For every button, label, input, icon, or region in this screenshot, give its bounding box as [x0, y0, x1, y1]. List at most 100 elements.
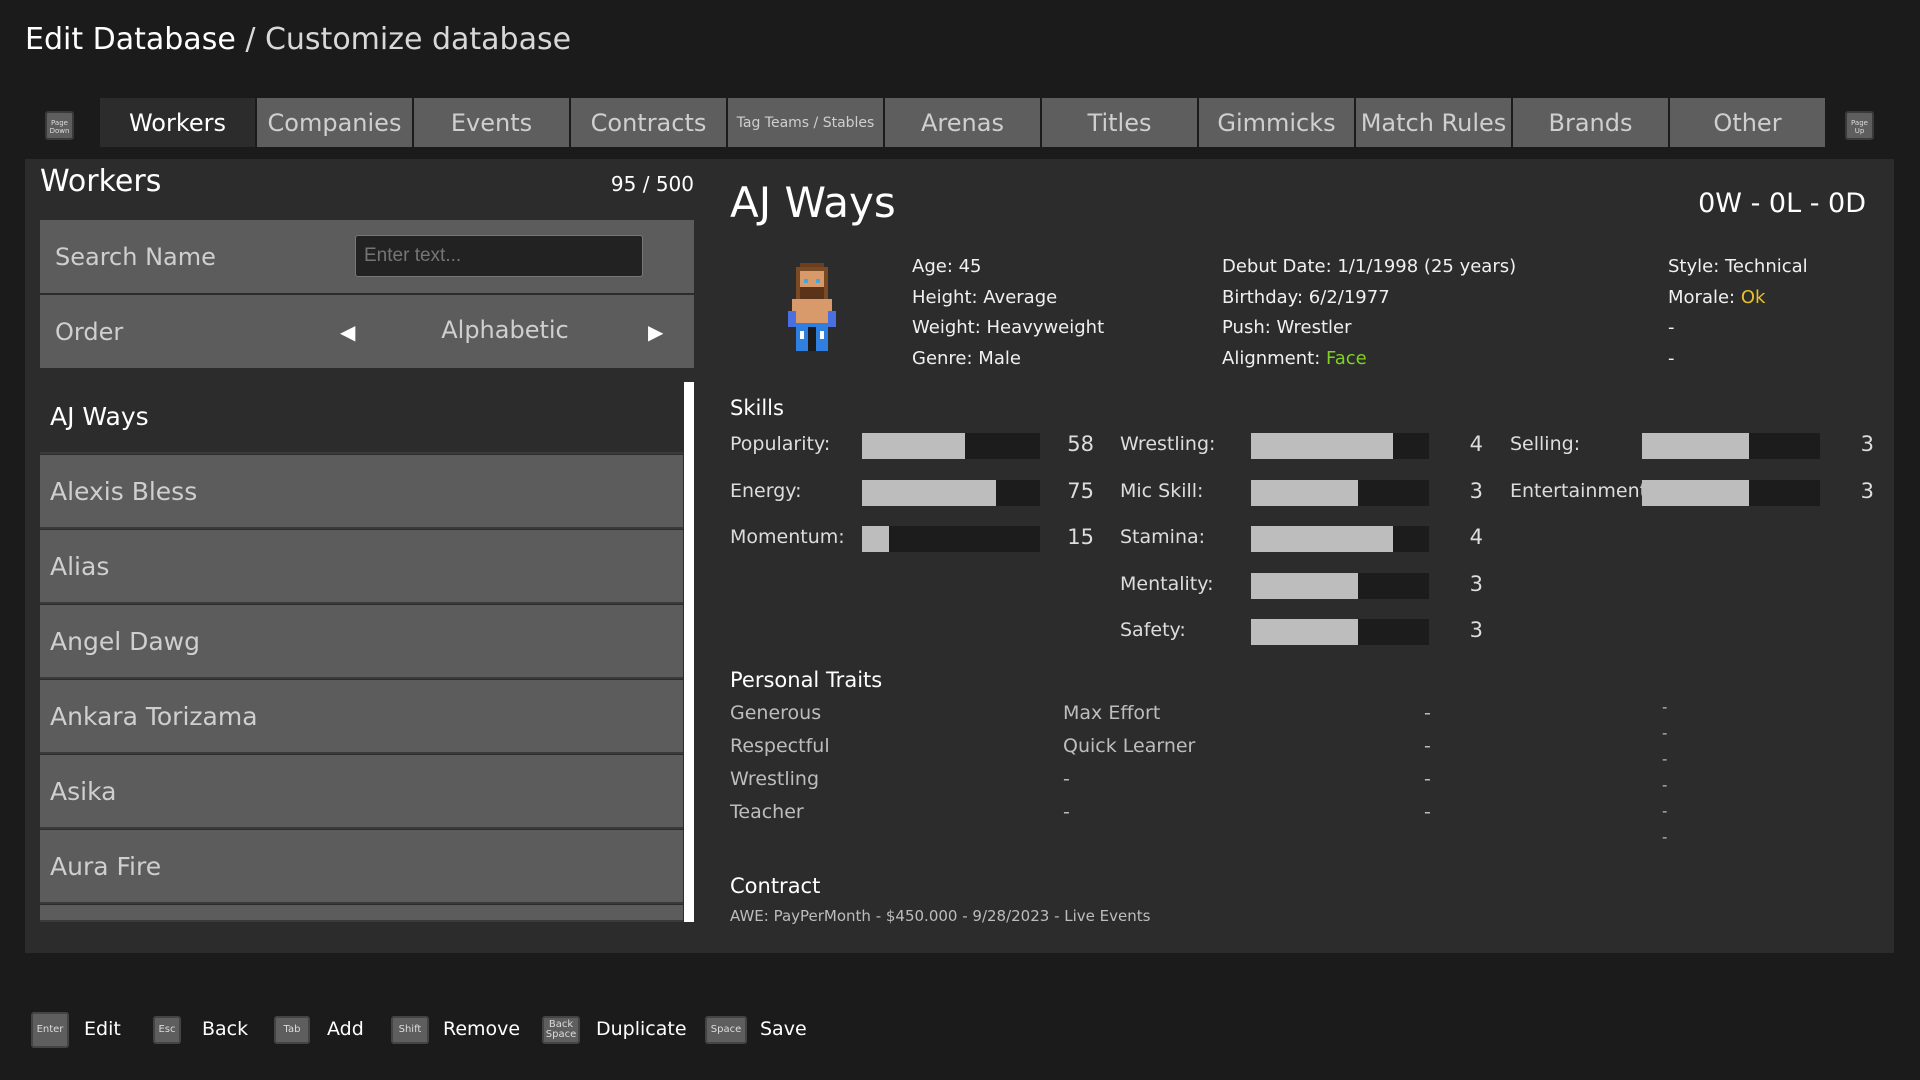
tab-workers[interactable]: Workers: [100, 98, 255, 147]
tab-match-rules[interactable]: Match Rules: [1356, 98, 1511, 147]
trait-item: Respectful: [730, 735, 830, 757]
skill-bar-fill: [1251, 433, 1394, 459]
worker-list-item-partial[interactable]: [40, 905, 683, 922]
key-tab-icon[interactable]: Tab: [274, 1016, 310, 1044]
skill-value: 3: [1860, 432, 1874, 456]
info-debut: Debut Date: 1/1/1998 (25 years): [1222, 256, 1517, 277]
skill-bar-fill: [1251, 526, 1394, 552]
worker-record: 0W - 0L - 0D: [1698, 188, 1866, 219]
skills-title: Skills: [730, 396, 784, 420]
tab-gimmicks[interactable]: Gimmicks: [1199, 98, 1354, 147]
skill-value: 75: [1067, 478, 1094, 503]
morale-value: Ok: [1740, 287, 1766, 308]
page-up-button[interactable]: Page Up: [1845, 111, 1874, 140]
key-esc-icon[interactable]: Esc: [153, 1016, 181, 1044]
trait-item: -: [1424, 735, 1431, 757]
list-scrollbar[interactable]: [684, 382, 694, 922]
info-extra-1: -: [1668, 317, 1675, 338]
key-enter-icon[interactable]: Enter: [31, 1012, 69, 1048]
footer-action-duplicate[interactable]: Duplicate: [596, 1018, 687, 1040]
title-sep: /: [235, 22, 265, 57]
skill-label: Momentum:: [730, 526, 845, 548]
worker-list-item[interactable]: Ankara Torizama: [40, 680, 683, 754]
tab-other[interactable]: Other: [1670, 98, 1825, 147]
skill-bar-fill: [862, 479, 996, 506]
skill-bar-fill: [1642, 479, 1749, 506]
trait-item: -: [1662, 828, 1668, 846]
worker-list-item[interactable]: Aura Fire: [40, 830, 683, 904]
worker-list-item[interactable]: Alias: [40, 530, 683, 604]
skill-value: 15: [1067, 525, 1094, 549]
alignment-label: Alignment:: [1222, 348, 1327, 369]
traits-title: Personal Traits: [730, 668, 883, 692]
skill-bar: [862, 526, 1040, 552]
order-value: Alphabetic: [441, 316, 569, 344]
info-extra-2: -: [1668, 348, 1675, 369]
info-style: Style: Technical: [1668, 256, 1808, 277]
workers-title: Workers: [40, 164, 162, 199]
skill-label: Mentality:: [1120, 572, 1214, 595]
skill-bar: [1251, 433, 1429, 459]
footer-action-remove[interactable]: Remove: [443, 1018, 521, 1040]
skill-label: Entertainment:: [1510, 479, 1654, 502]
order-next-icon[interactable]: ▶: [648, 320, 664, 344]
tab-contracts[interactable]: Contracts: [571, 98, 726, 147]
tab-tag-teams-stables[interactable]: Tag Teams / Stables: [728, 98, 883, 147]
trait-item: Wrestling: [730, 768, 820, 790]
trait-item: Quick Learner: [1063, 735, 1196, 757]
footer-action-edit[interactable]: Edit: [84, 1018, 121, 1040]
tab-arenas[interactable]: Arenas: [885, 98, 1040, 147]
info-height: Height: Average: [912, 287, 1058, 308]
skill-value: 58: [1067, 432, 1094, 456]
order-row: Order: [40, 295, 694, 368]
footer-action-save[interactable]: Save: [760, 1018, 807, 1040]
trait-item: -: [1424, 768, 1431, 790]
trait-item: -: [1063, 801, 1070, 823]
skill-bar: [1251, 526, 1429, 552]
skill-value: 3: [1469, 571, 1483, 596]
key-space-icon[interactable]: Space: [705, 1016, 747, 1044]
worker-sprite-icon: [788, 263, 836, 351]
trait-item: -: [1662, 724, 1668, 742]
skill-value: 3: [1469, 618, 1483, 642]
trait-item: -: [1662, 776, 1668, 794]
skill-bar: [1251, 619, 1429, 645]
skill-bar-fill: [1642, 433, 1749, 459]
info-genre: Genre: Male: [912, 348, 1021, 369]
title-sub: Customize database: [264, 22, 572, 57]
key-shift-icon[interactable]: Shift: [391, 1016, 429, 1044]
footer-action-back[interactable]: Back: [202, 1018, 249, 1040]
page-down-button[interactable]: Page Down: [45, 111, 74, 140]
key-backspace-icon[interactable]: Back Space: [542, 1016, 580, 1044]
skill-label: Energy:: [730, 479, 802, 502]
title-main: Edit Database: [25, 22, 236, 57]
skill-value: 4: [1469, 525, 1483, 549]
worker-list-item[interactable]: Asika: [40, 755, 683, 829]
search-input[interactable]: [355, 235, 643, 277]
morale-label: Morale:: [1668, 287, 1741, 308]
info-birthday: Birthday: 6/2/1977: [1222, 287, 1390, 308]
trait-item: -: [1662, 750, 1668, 768]
info-push: Push: Wrestler: [1222, 317, 1352, 338]
info-alignment: Alignment: Face: [1222, 348, 1367, 369]
skill-label: Popularity:: [730, 433, 831, 455]
footer-action-add[interactable]: Add: [327, 1018, 364, 1040]
tab-titles[interactable]: Titles: [1042, 98, 1197, 147]
worker-list-item[interactable]: Alexis Bless: [40, 455, 683, 529]
skill-bar: [862, 479, 1040, 506]
worker-list-item[interactable]: Angel Dawg: [40, 605, 683, 679]
order-label: Order: [55, 317, 124, 346]
trait-item: -: [1424, 801, 1431, 823]
skill-bar: [1642, 433, 1820, 459]
tab-brands[interactable]: Brands: [1513, 98, 1668, 147]
worker-list-item[interactable]: AJ Ways: [40, 380, 683, 454]
skill-bar-fill: [1251, 479, 1358, 506]
skill-value: 3: [1469, 478, 1483, 503]
skill-value: 3: [1860, 478, 1874, 503]
order-prev-icon[interactable]: ◀: [340, 320, 356, 344]
tab-companies[interactable]: Companies: [257, 98, 412, 147]
contract-title: Contract: [730, 874, 821, 898]
tab-events[interactable]: Events: [414, 98, 569, 147]
trait-item: Max Effort: [1063, 702, 1161, 724]
skill-bar: [1642, 479, 1820, 506]
